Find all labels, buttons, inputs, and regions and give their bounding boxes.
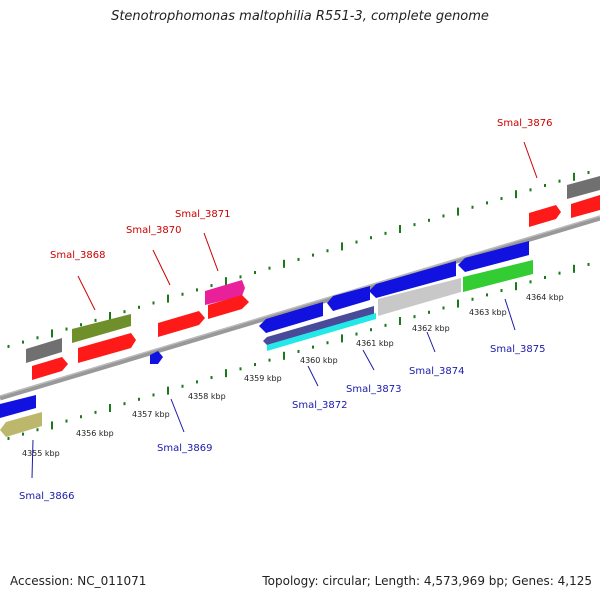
gene-label-smal-3876[interactable]: Smal_3876	[497, 118, 552, 129]
upper-tick-track	[7, 170, 590, 348]
scale-labels: 4355 kbp 4356 kbp 4357 kbp 4358 kbp 4359 kbp…	[22, 293, 564, 458]
scale-tick-label: 4359 kbp	[244, 374, 282, 383]
scale-tick-label: 4358 kbp	[188, 392, 226, 401]
gene-label-smal-3868[interactable]: Smal_3868	[50, 250, 105, 261]
gene-leader-line	[152, 249, 171, 286]
gene-label-smal-3869[interactable]: Smal_3869	[157, 443, 212, 454]
gene-leader-line	[504, 298, 516, 331]
feature-blue-3874[interactable]	[369, 261, 456, 298]
gene-labels: Smal_3866 Smal_3868 Smal_3869 Smal_3870 Smal…	[19, 118, 552, 502]
feature-green[interactable]	[463, 260, 533, 292]
gene-leader-line	[77, 275, 96, 311]
scale-tick-label: 4363 kbp	[469, 308, 507, 317]
feature-blue-3873[interactable]	[327, 286, 370, 311]
gene-leader-line	[203, 232, 219, 272]
gene-leader-line	[307, 365, 319, 387]
gene-leader-line	[170, 398, 185, 433]
feature-olive[interactable]	[72, 314, 131, 343]
gene-label-smal-3870[interactable]: Smal_3870	[126, 225, 181, 236]
gene-label-smal-3875[interactable]: Smal_3875	[490, 344, 545, 355]
scale-tick-label: 4364 kbp	[526, 293, 564, 302]
feature-red-right[interactable]	[571, 195, 600, 218]
feature-cyan[interactable]	[267, 313, 376, 351]
gene-label-smal-3873[interactable]: Smal_3873	[346, 384, 401, 395]
scale-tick-label: 4361 kbp	[356, 339, 394, 348]
scale-tick-label: 4362 kbp	[412, 324, 450, 333]
feature-track	[0, 176, 600, 437]
feature-red-3866a[interactable]	[32, 357, 68, 380]
genome-backbone	[0, 215, 600, 401]
feature-khaki[interactable]	[0, 412, 42, 437]
genome-backbone-highlight	[0, 215, 600, 397]
feature-gray-left[interactable]	[26, 338, 62, 363]
feature-red-3868[interactable]	[78, 333, 136, 363]
gene-leader-line	[523, 141, 538, 179]
accession-text: Accession: NC_011071	[10, 574, 147, 588]
scale-tick-label: 4356 kbp	[76, 429, 114, 438]
gene-leader-line	[31, 439, 34, 479]
map-title: Stenotrophomonas maltophilia R551-3, com…	[111, 9, 489, 24]
gene-label-smal-3871[interactable]: Smal_3871	[175, 209, 230, 220]
gene-leader-line	[362, 349, 375, 371]
genome-summary-text: Topology: circular; Length: 4,573,969 bp…	[262, 574, 592, 588]
lower-tick-track	[7, 262, 590, 440]
scale-tick-label: 4355 kbp	[22, 449, 60, 458]
feature-navy[interactable]	[263, 306, 374, 345]
scale-tick-label: 4360 kbp	[300, 356, 338, 365]
gene-label-smal-3872[interactable]: Smal_3872	[292, 400, 347, 411]
feature-blue-3875[interactable]	[458, 241, 529, 272]
feature-blue-3872[interactable]	[259, 302, 323, 333]
gene-label-smal-3874[interactable]: Smal_3874	[409, 366, 464, 377]
feature-red-3876[interactable]	[529, 205, 561, 227]
feature-magenta[interactable]	[205, 280, 245, 305]
gene-leader-line	[426, 331, 436, 353]
feature-blue-left[interactable]	[0, 395, 36, 418]
feature-gray-right[interactable]	[567, 176, 600, 199]
feature-blue-3869[interactable]	[150, 351, 163, 364]
feature-red-3871[interactable]	[208, 295, 249, 319]
scale-tick-label: 4357 kbp	[132, 410, 170, 419]
feature-red-3870[interactable]	[158, 311, 205, 337]
feature-lightgray[interactable]	[378, 278, 461, 316]
gene-label-smal-3866[interactable]: Smal_3866	[19, 491, 74, 502]
